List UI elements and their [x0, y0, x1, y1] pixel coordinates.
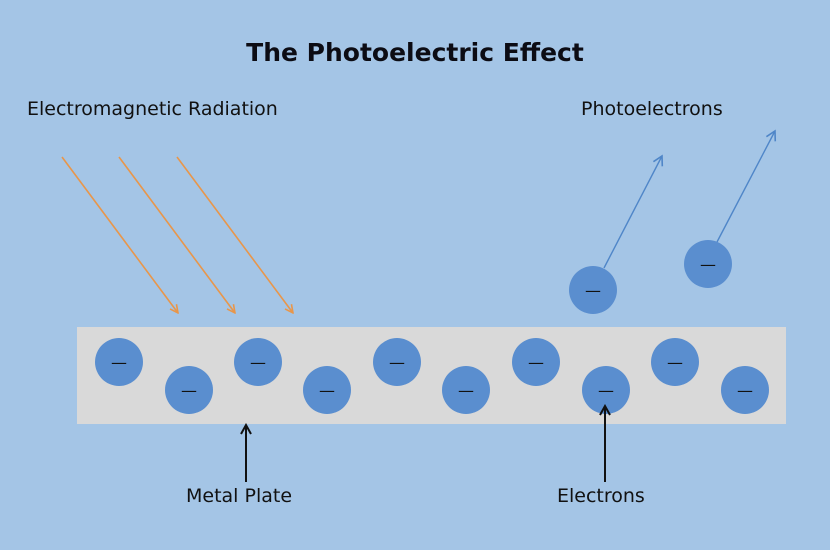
- electron-charge: —: [389, 353, 405, 372]
- metal-plate-label: Metal Plate: [186, 485, 292, 507]
- electron: —: [373, 338, 421, 386]
- photoelectrons-label: Photoelectrons: [581, 98, 723, 120]
- electron-charge: —: [458, 381, 474, 400]
- radiation-ray: [177, 157, 293, 313]
- electron-charge: —: [250, 353, 266, 372]
- radiation-label: Electromagnetic Radiation: [27, 98, 278, 120]
- electron: —: [721, 366, 769, 414]
- electron: —: [651, 338, 699, 386]
- electron-charge: —: [111, 353, 127, 372]
- electron-charge: —: [667, 353, 683, 372]
- electron-charge: —: [737, 381, 753, 400]
- electron: —: [512, 338, 560, 386]
- electron: —: [442, 366, 490, 414]
- electron: —: [234, 338, 282, 386]
- diagram-title: The Photoelectric Effect: [0, 38, 830, 67]
- electron-charge: —: [528, 353, 544, 372]
- electron-charge: —: [598, 381, 614, 400]
- electron-charge: —: [319, 381, 335, 400]
- photoelectron: —: [569, 266, 617, 314]
- electron-charge: —: [585, 281, 601, 300]
- radiation-rays: [62, 157, 293, 313]
- electron: —: [95, 338, 143, 386]
- electron: —: [165, 366, 213, 414]
- electrons-label: Electrons: [557, 485, 645, 507]
- photoelectron-paths: [604, 131, 775, 268]
- electron-charge: —: [181, 381, 197, 400]
- radiation-ray: [62, 157, 178, 313]
- electron: —: [303, 366, 351, 414]
- photoelectrons: — —: [569, 240, 732, 314]
- radiation-ray: [119, 157, 235, 313]
- electron-charge: —: [700, 255, 716, 274]
- photoelectron: —: [684, 240, 732, 288]
- photoelectron-path: [717, 131, 775, 242]
- photoelectron-path: [604, 156, 662, 268]
